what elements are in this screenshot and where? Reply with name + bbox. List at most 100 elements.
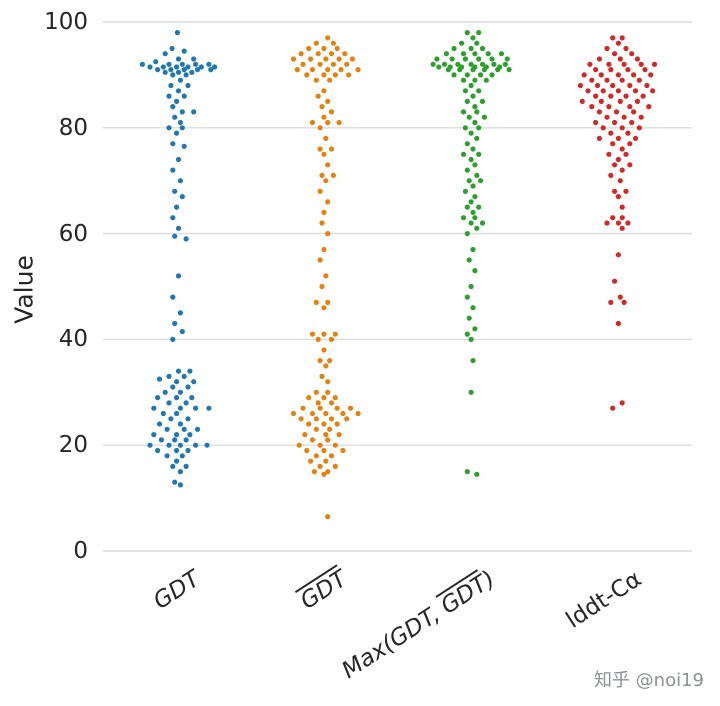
data-point — [606, 104, 612, 110]
data-point — [179, 125, 185, 131]
data-point — [185, 82, 191, 89]
data-point — [638, 114, 644, 120]
data-point — [619, 35, 625, 41]
data-point — [317, 463, 323, 469]
data-point — [321, 471, 327, 477]
data-point — [323, 56, 329, 62]
data-point — [612, 51, 618, 57]
data-point — [470, 35, 476, 41]
data-point — [625, 67, 631, 73]
data-point — [321, 421, 327, 427]
data-point — [304, 447, 310, 454]
data-point — [468, 283, 474, 290]
data-point — [334, 421, 340, 427]
data-point — [296, 442, 302, 448]
data-point — [166, 373, 172, 379]
data-point — [304, 72, 310, 78]
data-point — [608, 172, 614, 178]
data-point — [170, 384, 176, 390]
data-point — [170, 294, 176, 300]
data-point — [617, 56, 623, 62]
data-point — [430, 61, 436, 67]
data-point — [468, 130, 474, 136]
data-point — [321, 209, 327, 215]
data-point — [170, 167, 176, 173]
data-point — [298, 416, 304, 422]
data-point — [608, 130, 614, 136]
data-point — [581, 72, 587, 78]
data-point — [631, 109, 637, 115]
data-point — [466, 114, 472, 120]
data-point — [325, 98, 331, 104]
watermark: 知乎 @noi19 — [593, 670, 704, 691]
data-point — [151, 405, 157, 411]
data-point — [485, 51, 491, 57]
data-point — [327, 426, 333, 432]
data-point — [166, 125, 172, 131]
data-point — [617, 178, 623, 184]
data-point — [155, 447, 161, 454]
data-point — [504, 56, 510, 62]
data-point — [470, 183, 476, 189]
data-point — [179, 328, 185, 335]
data-point — [306, 395, 312, 401]
data-point — [615, 135, 622, 141]
data-point — [170, 141, 176, 147]
data-point — [327, 358, 333, 364]
data-point — [615, 252, 622, 258]
data-point — [302, 432, 308, 438]
data-point — [355, 410, 361, 417]
data-point — [476, 88, 482, 94]
data-point — [466, 257, 472, 263]
data-point — [608, 299, 614, 305]
data-point — [644, 82, 650, 89]
data-point — [464, 294, 470, 300]
data-point — [166, 61, 172, 67]
data-point — [625, 130, 631, 136]
data-point — [162, 69, 168, 75]
data-point — [610, 82, 616, 89]
data-point — [619, 77, 625, 83]
data-point — [174, 379, 180, 385]
data-point — [317, 358, 323, 364]
data-point — [317, 188, 323, 194]
data-point — [596, 109, 603, 115]
data-point — [325, 469, 331, 475]
data-point — [191, 379, 197, 385]
data-point — [596, 135, 603, 141]
data-point — [336, 119, 342, 126]
data-point — [472, 162, 478, 168]
data-point — [502, 61, 508, 67]
data-point — [300, 405, 306, 411]
data-point — [170, 463, 176, 469]
data-point — [300, 61, 306, 67]
data-point — [340, 410, 346, 417]
data-point — [468, 389, 474, 395]
data-point — [457, 67, 463, 73]
data-point — [617, 98, 623, 104]
data-point — [612, 162, 618, 168]
data-point — [468, 220, 474, 226]
data-point — [587, 61, 593, 67]
data-point — [436, 64, 442, 70]
data-point — [313, 416, 319, 422]
data-point — [598, 98, 604, 104]
data-point — [470, 209, 476, 215]
data-point — [612, 119, 618, 126]
data-point — [321, 347, 327, 353]
data-point — [441, 61, 448, 67]
data-point — [181, 143, 187, 149]
data-point — [472, 215, 478, 221]
data-point — [464, 231, 470, 237]
data-point — [168, 82, 174, 89]
data-point — [174, 395, 180, 401]
data-point — [189, 395, 195, 401]
data-point — [650, 88, 656, 94]
data-point — [204, 442, 210, 448]
data-point — [306, 421, 312, 427]
data-point — [177, 77, 183, 83]
data-point — [462, 125, 468, 131]
series-2 — [290, 35, 361, 520]
data-point — [346, 72, 352, 78]
